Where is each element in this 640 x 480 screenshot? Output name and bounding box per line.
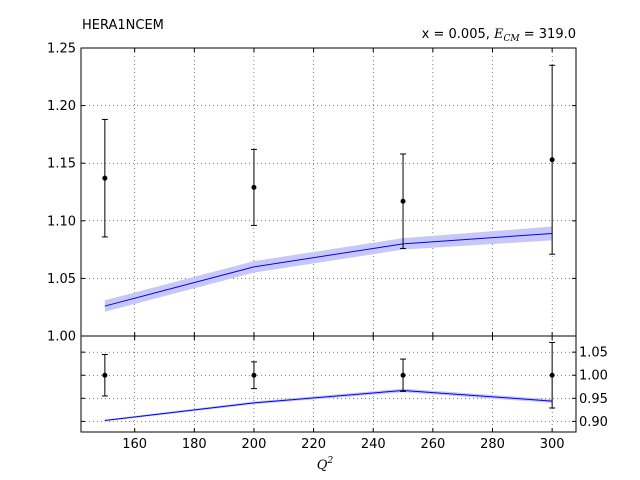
main-data-point: [251, 184, 257, 190]
main-y-tick-label: 1.10: [47, 214, 76, 229]
x-tick-label: 280: [480, 437, 505, 452]
ratio-panel: 0.90 0.95 1.00 1.05 160 180 200 220 240 260 280 300: [80, 335, 608, 452]
ratio-y-tick-label: 1.05: [579, 346, 608, 361]
x-axis-label: Q2: [317, 456, 334, 473]
ratio-y-tick-label: 0.95: [579, 392, 608, 407]
main-y-tick-label: 1.15: [47, 157, 76, 172]
x-tick-label: 160: [122, 437, 147, 452]
ratio-data-point: [549, 372, 555, 378]
main-data-point: [102, 175, 108, 181]
main-panel: 1.00 1.05 1.10 1.15 1.20 1.25: [47, 42, 577, 345]
main-y-tick-label: 1.20: [47, 99, 76, 114]
ratio-axes-frame: [80, 335, 577, 433]
main-y-tick-label: 1.00: [47, 330, 76, 345]
main-theory-line: [104, 232, 553, 307]
main-data-point: [400, 198, 406, 204]
x-tick-label: 240: [361, 437, 386, 452]
chart-title-right: x = 0.005, ECM = 319.0: [422, 27, 576, 44]
x-tick-label: 260: [420, 437, 445, 452]
x-tick-label: 300: [540, 437, 565, 452]
x-tick-label: 220: [301, 437, 326, 452]
main-theory-band: [104, 226, 553, 312]
chart-title-left: HERA1NCEM: [82, 18, 164, 33]
ratio-data-point: [400, 372, 406, 378]
ratio-y-tick-label: 0.90: [579, 415, 608, 430]
x-tick-label: 180: [182, 437, 207, 452]
ratio-theory-band: [104, 388, 553, 422]
main-y-tick-label: 1.25: [47, 42, 76, 57]
ratio-theory-line: [104, 389, 553, 421]
ratio-data-point: [102, 372, 108, 378]
x-tick-label: 200: [242, 437, 267, 452]
ratio-y-tick-label: 1.00: [579, 369, 608, 384]
main-data-point: [549, 157, 555, 163]
main-y-tick-label: 1.05: [47, 272, 76, 287]
ratio-data-point: [251, 372, 257, 378]
